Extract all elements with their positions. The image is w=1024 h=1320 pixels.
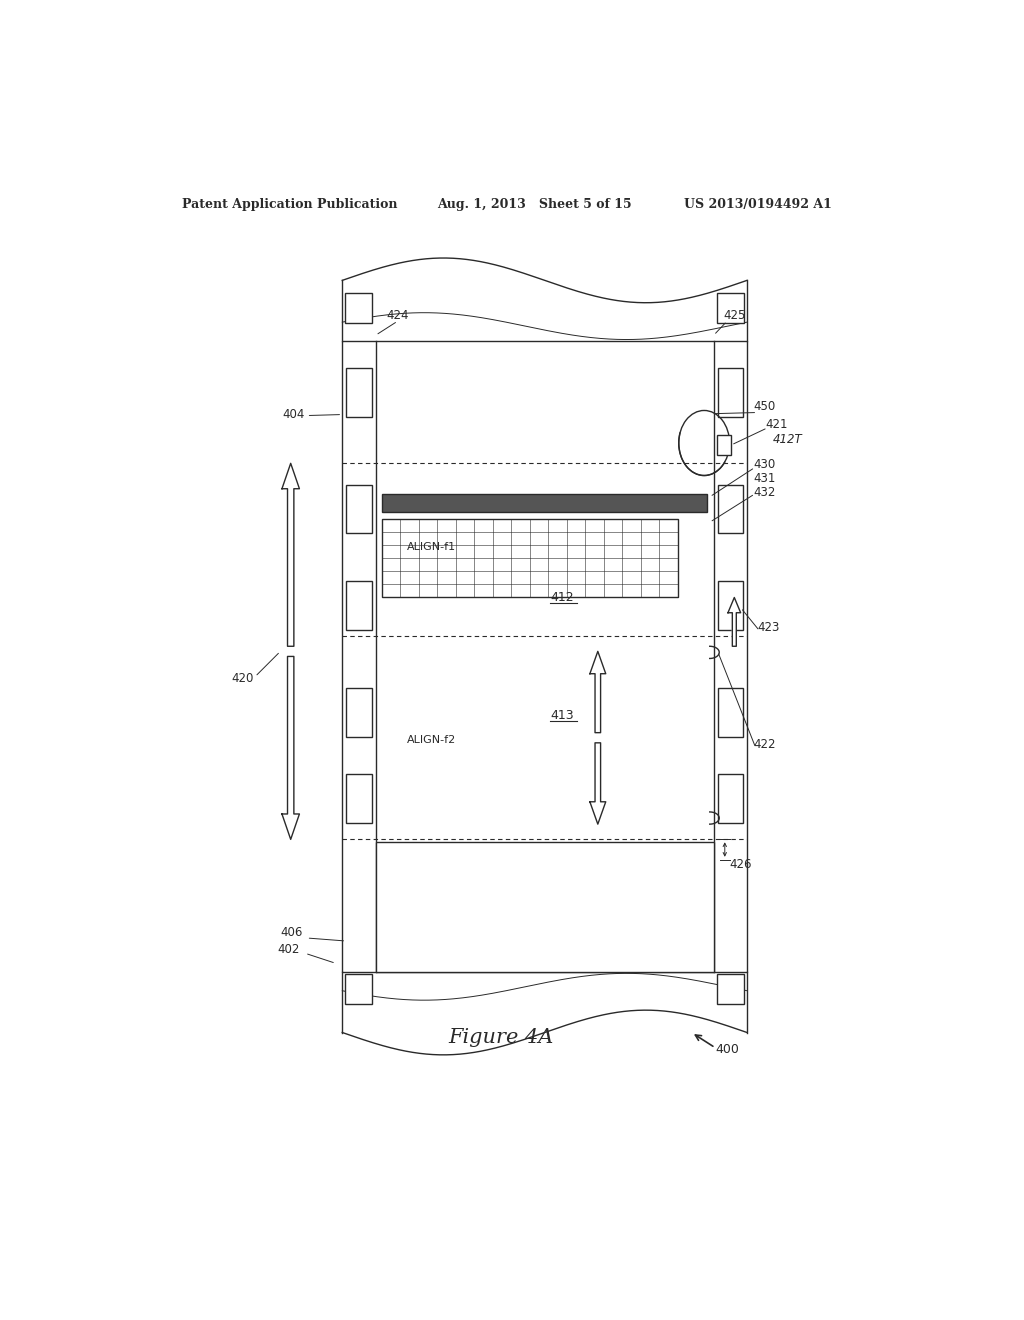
Bar [717,293,743,323]
Bar [342,342,748,972]
Bar [382,519,678,598]
Text: 450: 450 [754,400,775,413]
Text: 430: 430 [754,458,775,471]
Text: Figure 4A: Figure 4A [449,1028,554,1047]
Text: 402: 402 [278,944,300,956]
Bar [718,484,743,533]
Text: 424: 424 [386,309,409,322]
Text: US 2013/0194492 A1: US 2013/0194492 A1 [684,198,831,211]
Text: Aug. 1, 2013   Sheet 5 of 15: Aug. 1, 2013 Sheet 5 of 15 [437,198,632,211]
Polygon shape [282,656,299,840]
Bar [346,775,372,824]
Bar [718,775,743,824]
Bar [346,688,372,737]
Bar [345,293,373,323]
Text: 404: 404 [283,408,305,421]
Bar [346,581,372,630]
Bar [346,368,372,417]
Text: ALIGN-f2: ALIGN-f2 [408,735,457,744]
Bar [718,581,743,630]
Bar [382,494,708,512]
Text: 432: 432 [754,486,776,499]
Polygon shape [590,743,606,824]
Bar [718,688,743,737]
Text: 400: 400 [715,1043,739,1056]
Polygon shape [590,651,606,733]
Text: 412T: 412T [773,433,803,446]
Bar [376,842,714,972]
Text: ALIGN-f1: ALIGN-f1 [408,543,457,552]
Text: 412: 412 [550,590,573,603]
Text: 422: 422 [754,738,776,751]
Polygon shape [728,598,740,647]
Text: 413: 413 [550,709,573,722]
Text: 431: 431 [754,471,776,484]
Bar [346,484,372,533]
Text: 406: 406 [281,925,303,939]
Text: Patent Application Publication: Patent Application Publication [182,198,397,211]
Bar [717,974,743,1005]
Text: 423: 423 [758,620,779,634]
Bar [717,434,731,455]
Bar [718,368,743,417]
Text: 426: 426 [729,858,752,871]
Bar [345,974,373,1005]
Text: 421: 421 [765,417,787,430]
Polygon shape [282,463,299,647]
Text: 420: 420 [231,672,254,685]
Text: 425: 425 [723,309,745,322]
